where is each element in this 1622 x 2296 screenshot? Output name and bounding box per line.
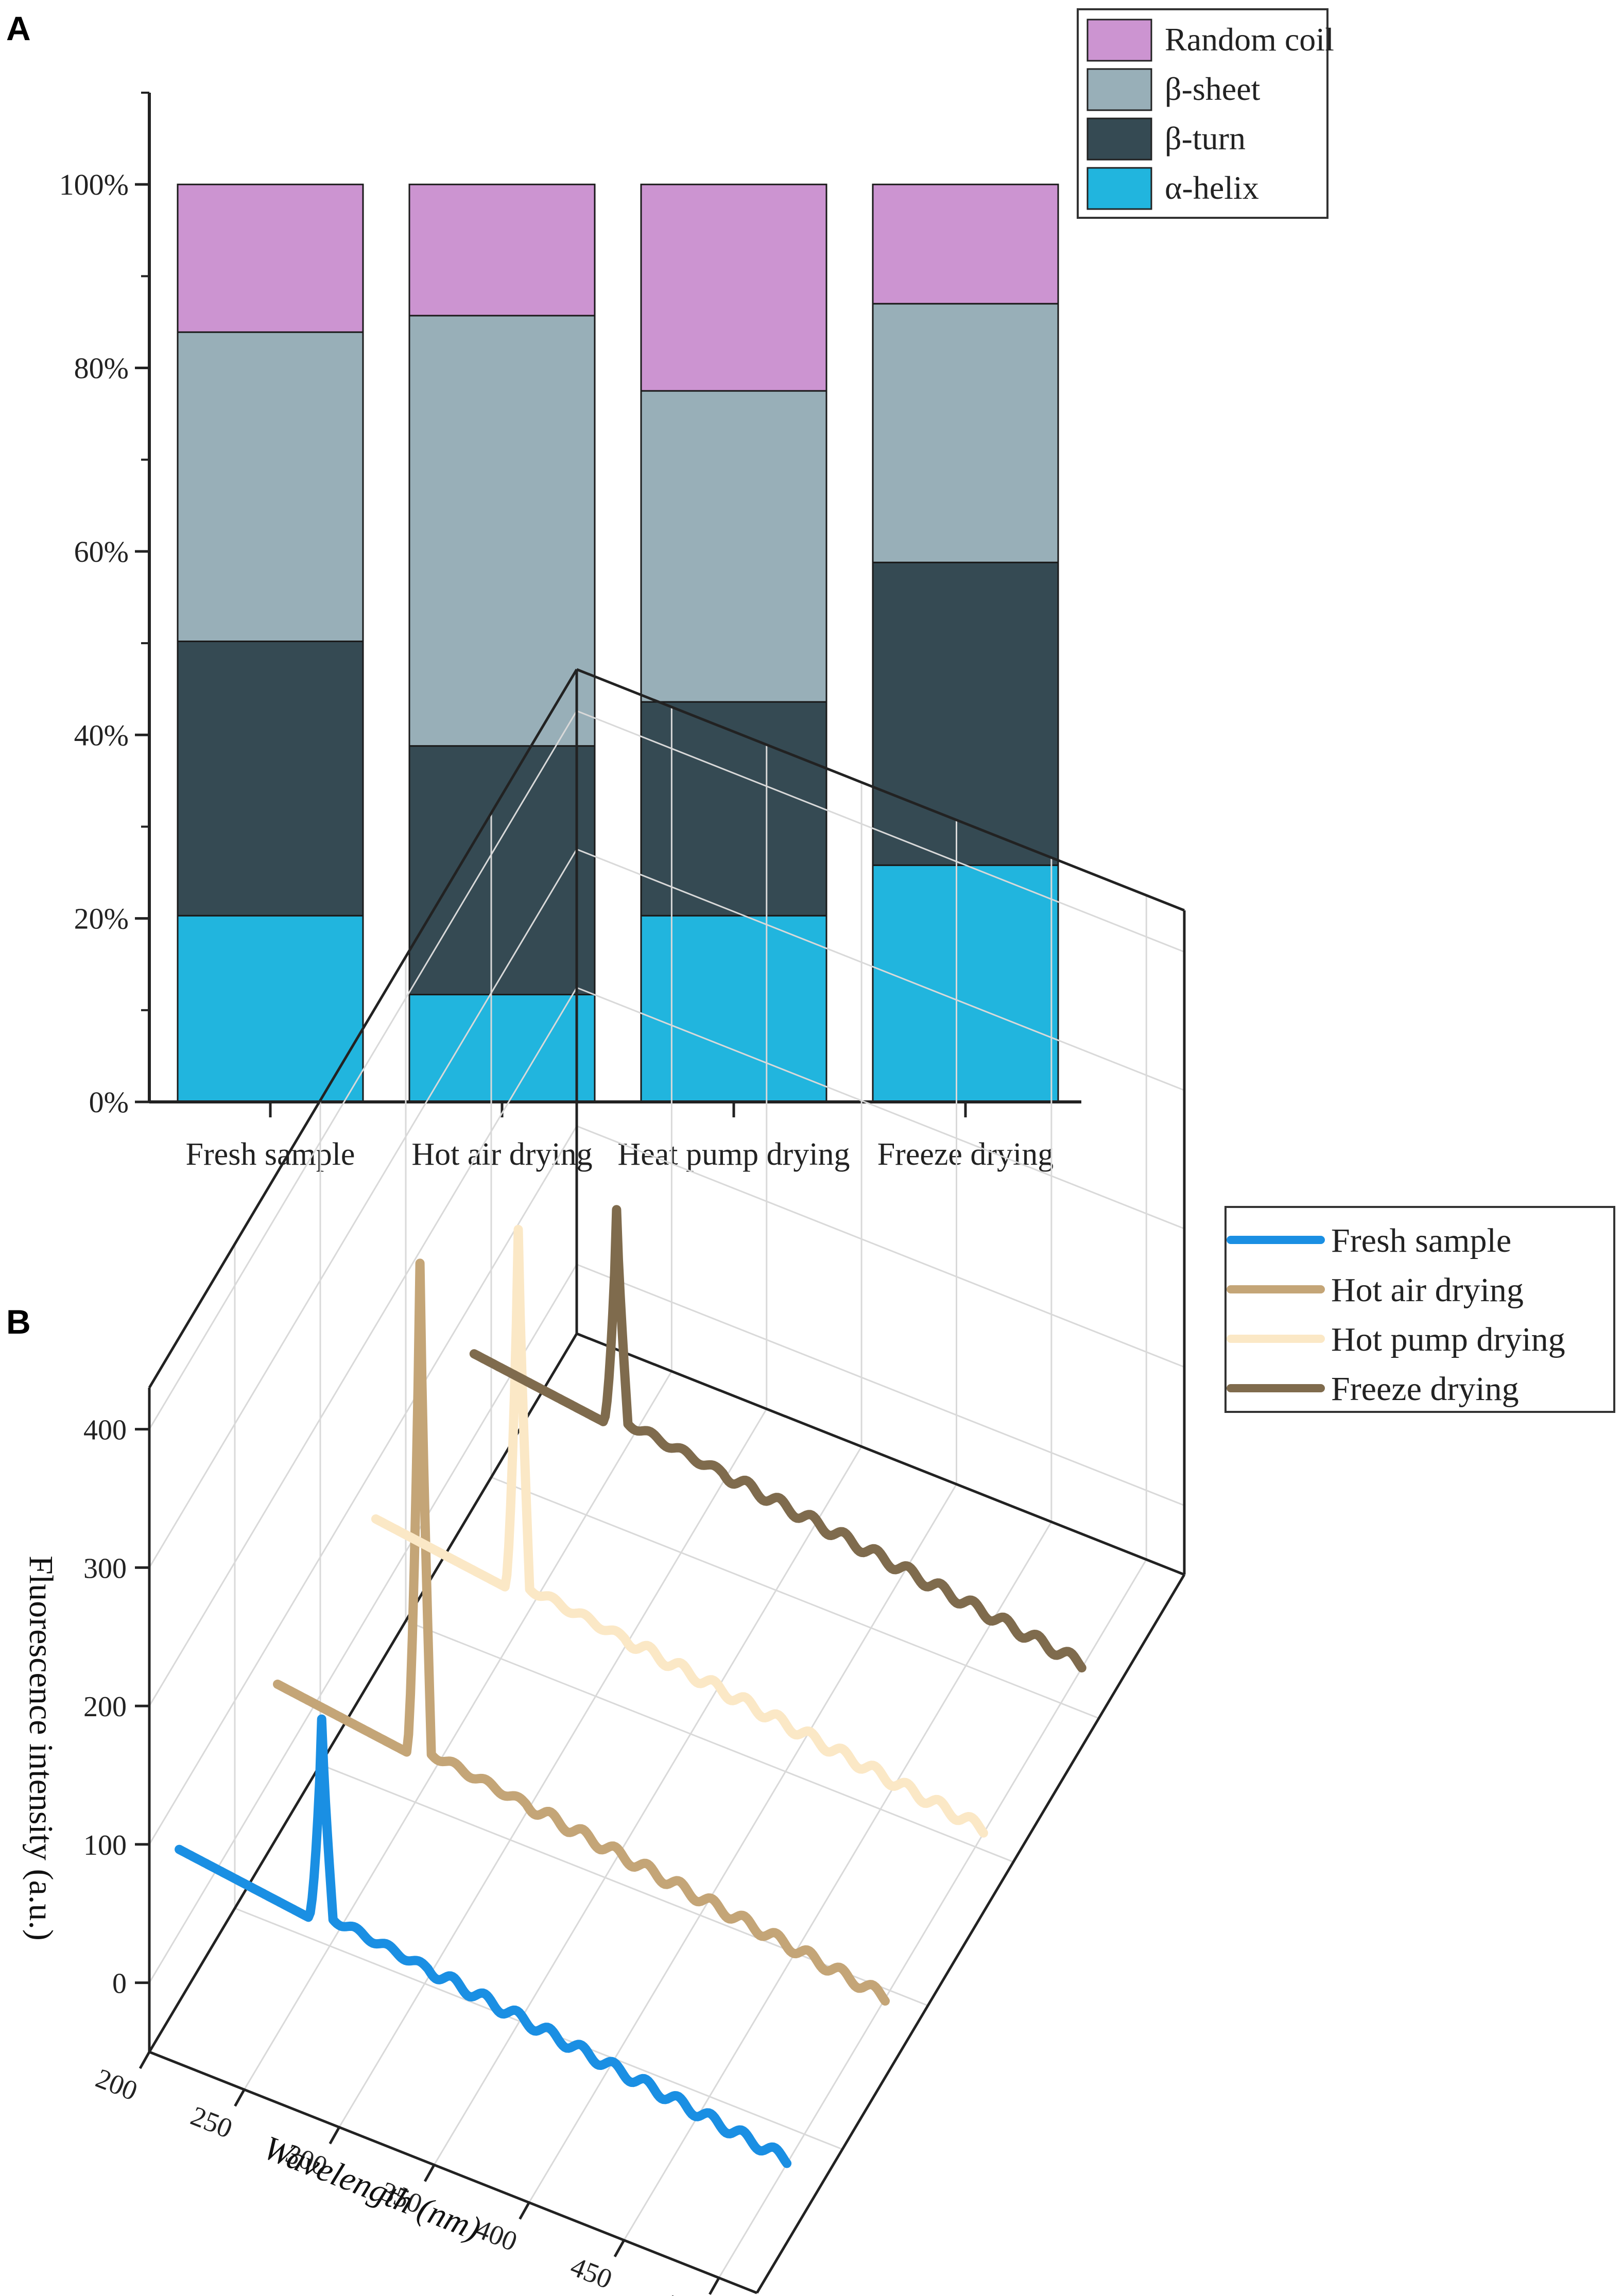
- legend-label: α-helix: [1165, 169, 1259, 206]
- x-tick-mark: [709, 2277, 720, 2295]
- panel-label-a: A: [6, 9, 31, 47]
- x-tick-label: 250: [186, 2100, 236, 2145]
- floor-grid-line: [623, 1521, 1052, 2241]
- left-wall-grid-line: [148, 710, 578, 1430]
- series-lines: [175, 1205, 1086, 2168]
- y-tick-label: 80%: [74, 352, 129, 385]
- legend: Fresh sample Hot air drying Hot pump dryin…: [1224, 1206, 1615, 1413]
- back-wall-grid-line: [576, 1125, 1185, 1368]
- legend-swatch-turn: [1086, 117, 1152, 161]
- x-tick-label: Freeze drying: [877, 1137, 1054, 1172]
- floor-grid-line: [320, 1764, 928, 2007]
- x-axis-line: [149, 2050, 757, 2294]
- x-tick-mark: [423, 2164, 436, 2182]
- bar-group: [177, 183, 1059, 1103]
- left-wall-grid-line: [148, 987, 578, 1706]
- x-tick-mark: [234, 2088, 246, 2107]
- x-tick-label: Heat pump drying: [617, 1137, 850, 1172]
- floor-grid-line: [433, 1446, 862, 2166]
- y-tick-label: 60%: [74, 535, 129, 568]
- x-tick-mark: [139, 2051, 151, 2069]
- frame-edge: [576, 1332, 1185, 1576]
- y-tick-label: 0: [112, 1968, 127, 2000]
- y-axis-label: Fluorescence intensity (a.u.): [22, 1556, 60, 1941]
- y-tick-label: 20%: [74, 902, 129, 936]
- back-wall-grid-line: [576, 1264, 1185, 1507]
- floor-grid-line: [528, 1483, 957, 2203]
- bar-hot-air-drying-helix: [408, 994, 596, 1103]
- series-line-hot-air-drying: [273, 1258, 890, 2006]
- x-tick-label: Hot air drying: [411, 1137, 592, 1172]
- y-tick-label: 100%: [59, 168, 129, 201]
- back-wall-grid-line: [576, 848, 1185, 1091]
- y-tick-label: 0%: [89, 1085, 129, 1119]
- legend-label: β-turn: [1165, 120, 1246, 157]
- x-tick-label: 450: [566, 2251, 616, 2295]
- frame-edge: [148, 668, 578, 1389]
- bar-heat-pump-drying-random-coil: [640, 183, 827, 392]
- legend-swatch-sheet: [1086, 68, 1152, 111]
- y-tick-label: 300: [83, 1552, 127, 1584]
- legend-label: Random coil: [1165, 21, 1334, 58]
- x-tick-mark: [613, 2239, 626, 2257]
- legend-swatch-random-coil: [1086, 19, 1152, 62]
- bar-freeze-drying-turn: [872, 561, 1059, 866]
- frame-edge: [755, 1574, 1186, 2294]
- back-wall-grid-line: [576, 987, 1185, 1230]
- bar-fresh-sample-sheet: [177, 331, 364, 643]
- y-tick-label: 400: [83, 1414, 127, 1446]
- x-tick-mark: [329, 2127, 340, 2145]
- floor-grid-line: [338, 1408, 768, 2128]
- bar-heat-pump-drying-turn: [640, 701, 827, 917]
- bar-fresh-sample-random-coil: [177, 183, 364, 333]
- x-tick-label: Fresh sample: [186, 1137, 355, 1172]
- x-tick-label: 200: [92, 2062, 142, 2107]
- y-tick-label: 200: [83, 1691, 127, 1723]
- x-tick-label: 500: [661, 2288, 711, 2296]
- floor-grid-line: [718, 1559, 1147, 2278]
- bar-hot-air-drying-random-coil: [408, 183, 596, 317]
- series-line-hot-pump-drying: [371, 1224, 988, 1838]
- bar-freeze-drying-helix: [872, 864, 1059, 1103]
- legend-label: Hot pump drying: [1331, 1321, 1565, 1358]
- y-tick-label: 40%: [74, 718, 129, 752]
- bar-heat-pump-drying-sheet: [640, 390, 827, 703]
- y-tick-label: 100: [83, 1829, 127, 1861]
- bar-heat-pump-drying-helix: [640, 914, 827, 1103]
- legend-label: Fresh sample: [1331, 1222, 1511, 1259]
- legend-label: β-sheet: [1165, 71, 1261, 107]
- floor-grid-line: [405, 1620, 1014, 1863]
- series-line-freeze-drying: [469, 1205, 1086, 1672]
- y-axis-ticks: 0% 20% 40% 60% 80% 100%: [59, 92, 149, 1119]
- floor-grid-line: [244, 1371, 672, 2090]
- bar-hot-air-drying-turn: [408, 745, 596, 996]
- bar-fresh-sample-helix: [177, 914, 364, 1103]
- floor-grid-line: [491, 1476, 1099, 1719]
- bar-freeze-drying-sheet: [872, 303, 1059, 563]
- left-wall-grid-line: [148, 849, 578, 1568]
- x-axis-ticks: Fresh sample Hot air drying Heat pump dryi…: [186, 1102, 1054, 1172]
- left-wall-grid-line: [148, 1264, 578, 1983]
- series-line-fresh-sample: [175, 1714, 792, 2168]
- bar-fresh-sample-turn: [177, 641, 364, 917]
- legend-label: Hot air drying: [1331, 1271, 1524, 1309]
- left-wall-grid-line: [148, 1126, 578, 1845]
- bar-hot-air-drying-sheet: [408, 315, 596, 747]
- frame-edge: [576, 668, 1185, 912]
- bar-freeze-drying-random-coil: [872, 183, 1059, 305]
- legend: Random coil β-sheet β-turn α-helix: [1077, 8, 1334, 219]
- stacked-bar-chart: 0% 20% 40% 60% 80% 100% Fresh sample Hot air d…: [59, 8, 1334, 1172]
- axes-frame: [148, 668, 1186, 2294]
- z-axis-line: [148, 1333, 578, 2053]
- x-axis-label: Wavelength (nm): [258, 2129, 486, 2248]
- legend-label: Freeze drying: [1331, 1370, 1519, 1408]
- panel-label-b: B: [6, 1303, 31, 1341]
- 3d-line-chart: 0100200300400200250300350400450500 Fluor…: [22, 668, 1615, 2296]
- legend-swatch-helix: [1086, 167, 1152, 210]
- x-tick-mark: [519, 2202, 530, 2220]
- back-wall-grid-line: [576, 710, 1185, 953]
